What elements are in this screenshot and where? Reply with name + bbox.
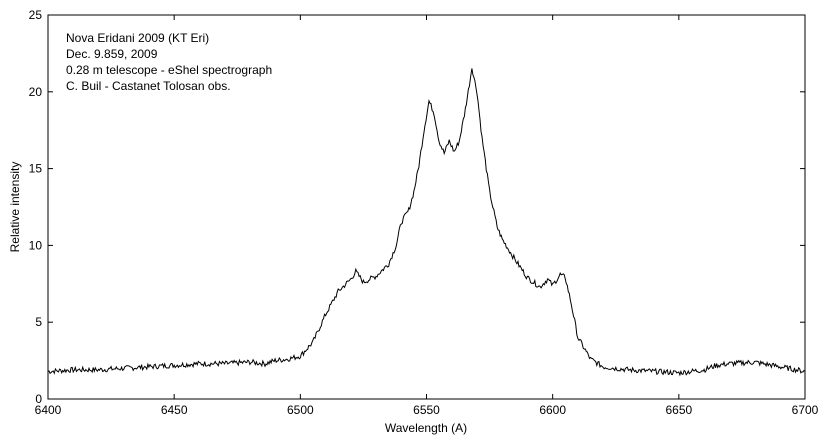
y-tick-label: 15 [29, 162, 43, 176]
y-tick-label: 10 [29, 238, 43, 252]
y-tick-label: 0 [35, 392, 42, 406]
x-tick-label: 6650 [665, 403, 692, 417]
annotation-line-3: 0.28 m telescope - eShel spectrograph [66, 63, 272, 77]
plot-frame [47, 14, 806, 400]
tick-labels: 6400 6450 6500 6550 6600 6650 6700 0 5 10 15 20 25 [29, 8, 819, 417]
y-axis-label: Relative intensity [8, 162, 22, 253]
y-tick-label: 25 [29, 8, 43, 22]
x-tick-label: 6600 [539, 403, 566, 417]
spectrum-line [47, 68, 806, 377]
x-tick-label: 6400 [35, 403, 62, 417]
axis-ticks [47, 14, 806, 400]
annotation-line-2: Dec. 9.859, 2009 [66, 47, 158, 61]
x-axis-label: Wavelength (A) [385, 421, 467, 435]
x-tick-label: 6550 [413, 403, 440, 417]
x-tick-label: 6500 [287, 403, 314, 417]
annotation-line-4: C. Buil - Castanet Tolosan obs. [66, 79, 231, 93]
annotation-block: Nova Eridani 2009 (KT Eri) Dec. 9.859, 2… [66, 31, 272, 93]
x-tick-label: 6450 [161, 403, 188, 417]
y-tick-label: 20 [29, 85, 43, 99]
annotation-line-1: Nova Eridani 2009 (KT Eri) [66, 31, 209, 45]
y-tick-label: 5 [35, 315, 42, 329]
x-tick-label: 6700 [792, 403, 819, 417]
